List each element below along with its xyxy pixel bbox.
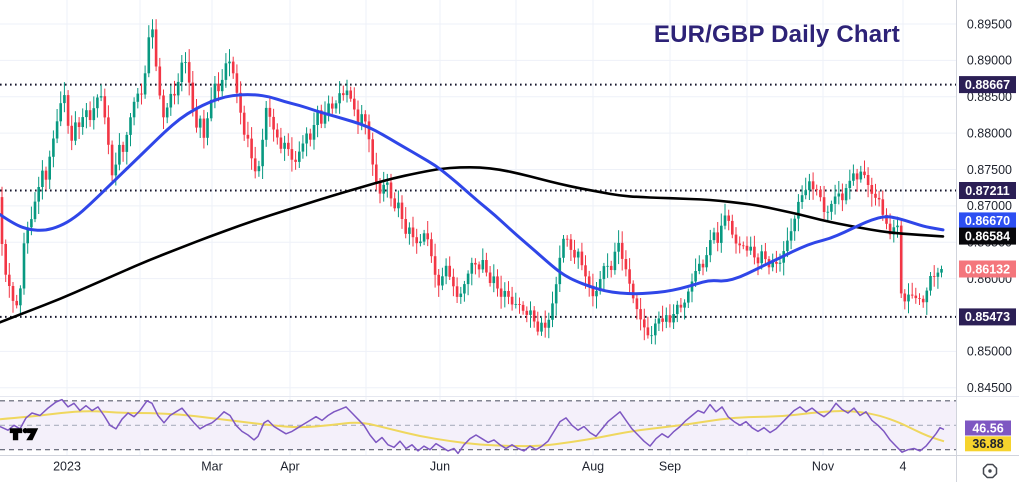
time-axis-label: 2023	[53, 460, 81, 474]
rsi-value-badge-label: 36.88	[972, 437, 1003, 451]
price-badge	[959, 260, 1016, 278]
price-badge-label: 0.85473	[965, 310, 1010, 324]
price-badge	[959, 182, 1016, 199]
price-badge-label: 0.86670	[965, 214, 1010, 228]
price-tick-label: 0.89500	[967, 17, 1012, 31]
price-axis[interactable]: 0.89500 0.89000 0.88500 0.88000 0.87500 0.870…	[959, 17, 1016, 452]
price-tick-label: 0.88000	[967, 126, 1012, 140]
price-tick-label: 0.89000	[967, 54, 1012, 68]
time-axis-label: Mar	[201, 460, 223, 474]
rsi-lines-layer	[0, 398, 945, 455]
time-axis-label: Sep	[659, 460, 681, 474]
rsi-value-badge	[965, 436, 1011, 452]
price-badge	[959, 227, 1016, 245]
price-badge	[959, 308, 1016, 326]
ma-slow-line	[0, 165, 945, 324]
time-axis[interactable]: 2023 Mar Apr Jun Aug Sep Nov 4	[53, 460, 906, 474]
price-tick-label: 0.87500	[967, 163, 1012, 177]
price-badge	[959, 76, 1016, 94]
time-axis-label: 4	[900, 460, 907, 474]
tradingview-logo-icon[interactable]	[8, 425, 40, 443]
price-badge	[959, 212, 1016, 230]
price-tick-label: 0.84500	[967, 381, 1012, 395]
ma-fast-line	[0, 93, 945, 296]
time-axis-label: Nov	[812, 460, 835, 474]
rsi-value-badge	[965, 420, 1011, 436]
price-badge-label: 0.88667	[965, 78, 1010, 92]
price-tick-label: 0.88500	[967, 90, 1012, 104]
rsi-value-badge-label: 46.56	[972, 421, 1003, 435]
rsi-line	[0, 398, 945, 455]
price-badge-label: 0.87211	[965, 184, 1010, 198]
time-axis-label: Jun	[430, 460, 450, 474]
price-badge-label: 0.86584	[965, 229, 1010, 243]
chart-title: EUR/GBP Daily Chart	[653, 21, 900, 48]
time-axis-label: Aug	[582, 460, 604, 474]
settings-gear-icon[interactable]	[981, 462, 999, 480]
price-tick-label: 0.87000	[967, 199, 1012, 213]
price-tick-label: 0.85000	[967, 345, 1012, 359]
candles-layer	[0, 19, 943, 345]
time-axis-label: Apr	[280, 460, 299, 474]
grid-layer	[0, 0, 956, 455]
price-badge-label: 0.86132	[965, 262, 1010, 276]
rsi-ma-line	[0, 410, 945, 448]
